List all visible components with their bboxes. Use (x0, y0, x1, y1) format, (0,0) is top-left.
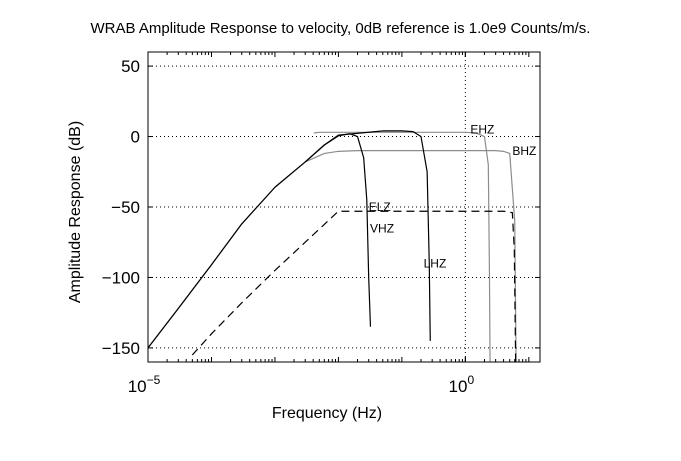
grid-lines (148, 52, 540, 362)
y-tick-label: −150 (102, 339, 140, 358)
y-tick-label: 0 (131, 128, 140, 147)
series-line-lhz (191, 210, 517, 362)
series-label-vhz: VHZ (370, 221, 394, 235)
x-tick-label: 100 (449, 373, 475, 396)
series-line-ehz (313, 131, 491, 362)
chart-title: WRAB Amplitude Response to velocity, 0dB… (90, 20, 591, 37)
series-labels: BHZ EHZ ELZ VHZ LHZ (369, 123, 537, 271)
y-tick-label: −100 (102, 268, 140, 287)
x-tick-exponent: 0 (467, 373, 474, 387)
y-axis-label: Amplitude Response (dB) (67, 121, 84, 303)
series-label-lhz: LHZ (424, 257, 447, 271)
x-tick-exponent: −5 (147, 373, 161, 387)
y-tick-label: −50 (111, 198, 140, 217)
series-label-ehz: EHZ (470, 123, 494, 137)
series-label-bhz: BHZ (512, 144, 536, 158)
y-tick-label: 50 (121, 57, 140, 76)
x-tick-label: 10−5 (128, 373, 161, 396)
series-lines (148, 130, 517, 362)
x-tick-base: 10 (449, 377, 468, 396)
series-label-elz: ELZ (369, 200, 391, 214)
x-axis-label: Frequency (Hz) (272, 405, 382, 422)
x-tick-base: 10 (128, 377, 147, 396)
series-line-vhz (148, 133, 372, 349)
